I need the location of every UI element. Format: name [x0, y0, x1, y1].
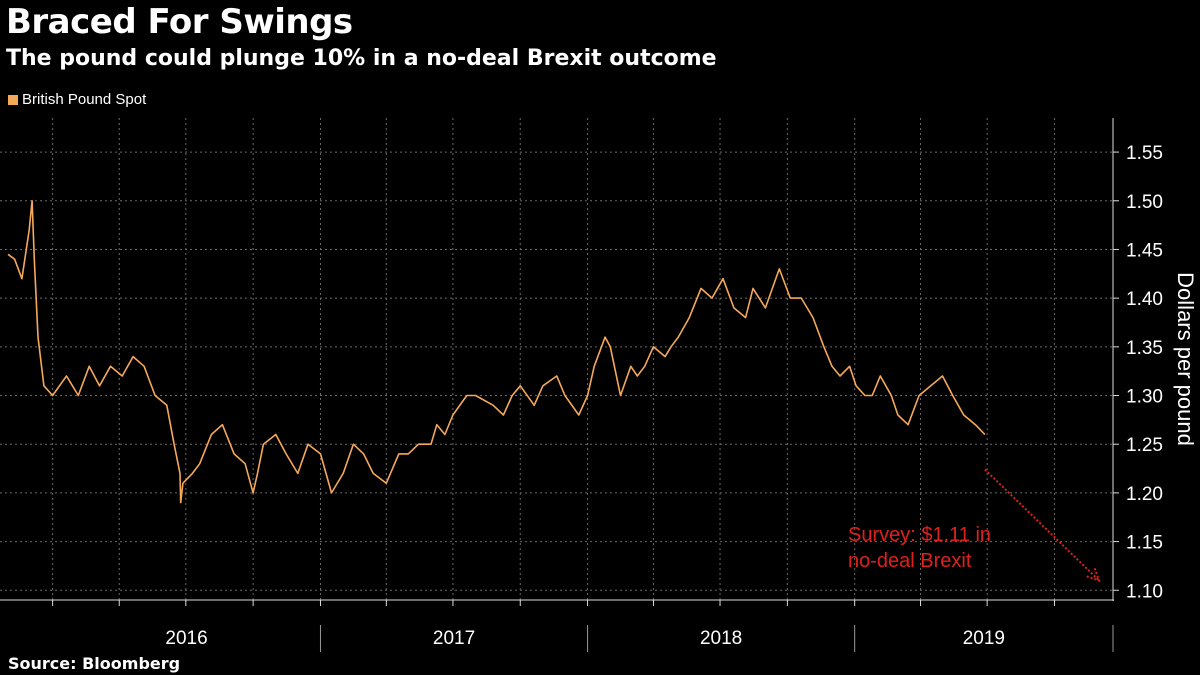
source-note: Source: Bloomberg — [8, 654, 181, 673]
series-layer — [7, 200, 986, 504]
chart-subtitle: The pound could plunge 10% in a no-deal … — [6, 46, 717, 71]
x-axis: 2016 2017 2018 2019 — [0, 599, 1114, 652]
y-tick-label: 1.10 — [1126, 581, 1163, 602]
y-tick-label: 1.50 — [1126, 192, 1163, 213]
x-tick-label: 2018 — [700, 628, 742, 649]
legend-swatch — [8, 94, 18, 105]
annotation-line-2: no-deal Brexit — [848, 550, 972, 572]
y-tick-label: 1.30 — [1126, 387, 1163, 408]
legend-label: British Pound Spot — [22, 91, 147, 108]
annotation-arrow — [984, 468, 1100, 582]
annotation-arrowhead — [1086, 567, 1101, 583]
chart-title: Braced For Swings — [6, 2, 353, 42]
y-axis: 1.10 1.15 1.20 1.25 1.30 1.35 1.40 1.45 1.50 1.55 — [1112, 118, 1163, 602]
y-tick-label: 1.40 — [1126, 289, 1163, 310]
series-line-british-pound-spot — [7, 200, 986, 504]
y-tick-label: 1.25 — [1126, 435, 1163, 456]
annotation-line-1: Survey: $1.11 in — [848, 524, 991, 546]
y-tick-label: 1.20 — [1126, 484, 1163, 505]
y-tick-label: 1.45 — [1126, 240, 1163, 261]
x-tick-label: 2019 — [963, 628, 1005, 649]
x-tick-label: 2017 — [433, 628, 475, 649]
y-axis-label: Dollars per pound — [1173, 272, 1198, 446]
y-tick-label: 1.55 — [1126, 143, 1163, 164]
y-tick-label: 1.15 — [1126, 533, 1163, 554]
legend: British Pound Spot — [8, 91, 146, 108]
grid — [0, 118, 1113, 600]
x-tick-label: 2016 — [165, 628, 207, 649]
annotation: Survey: $1.11 in no-deal Brexit — [848, 468, 1101, 583]
y-tick-label: 1.35 — [1126, 338, 1163, 359]
